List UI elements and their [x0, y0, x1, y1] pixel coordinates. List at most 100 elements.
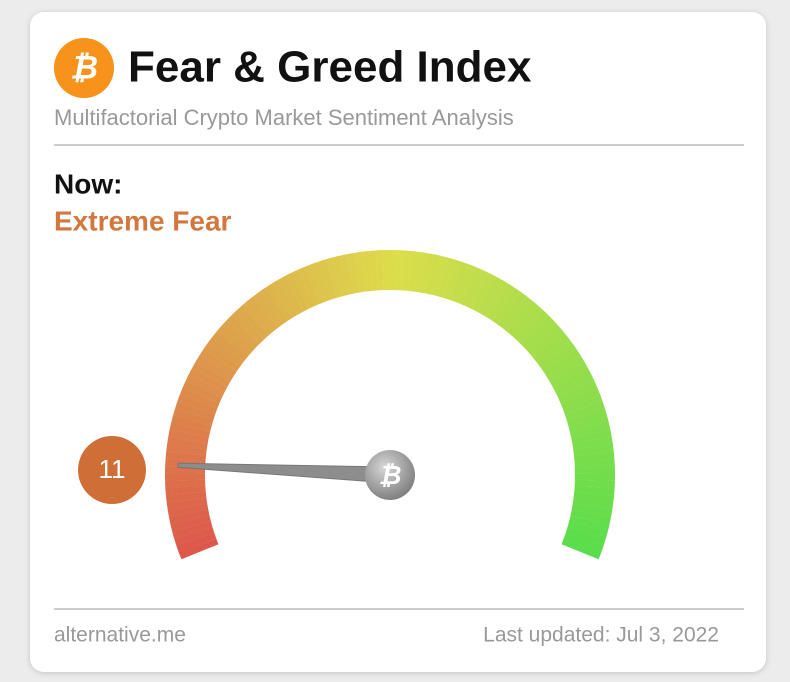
- gauge-arc: [390, 250, 398, 291]
- gauge-arc: [563, 532, 604, 553]
- gauge-arc: [171, 415, 212, 432]
- gauge-arc: [408, 251, 420, 292]
- gauge-arc: [482, 279, 509, 318]
- gauge-arc: [172, 521, 213, 539]
- gauge-arc: [574, 458, 615, 468]
- gauge-arc: [317, 259, 337, 300]
- gauge-arc: [516, 310, 549, 344]
- gauge-arc: [449, 261, 470, 302]
- gauge-arc: [571, 503, 613, 518]
- gauge-arc: [574, 485, 615, 496]
- gauge-arc: [169, 422, 211, 438]
- gauge-arc: [382, 250, 391, 291]
- gauge-arc: [528, 326, 564, 358]
- gauge-arc: [185, 374, 225, 398]
- gauge-arc: [573, 444, 614, 456]
- gauge-arc: [569, 422, 611, 438]
- gauge-arc: [562, 394, 603, 415]
- gauge-arc: [425, 254, 442, 295]
- gauge-arc: [572, 497, 614, 511]
- gauge-arc: [179, 387, 220, 409]
- gauge-arc: [574, 473, 615, 481]
- gauge-arc: [207, 337, 244, 367]
- hub-symbol: ₿: [379, 460, 402, 490]
- gauge-arc: [574, 479, 615, 489]
- gauge-arc: [173, 408, 214, 427]
- gauge-arc: [167, 503, 209, 518]
- gauge-arc: [188, 367, 228, 393]
- bitcoin-icon: [54, 38, 114, 98]
- gauge-arc: [532, 331, 569, 362]
- gauge-arc: [324, 257, 343, 298]
- gauge-arc: [216, 325, 252, 358]
- gauge-arc: [524, 320, 559, 353]
- gauge-arc: [466, 269, 490, 309]
- gauge-arc: [564, 401, 605, 421]
- gauge-arc: [454, 264, 476, 305]
- gauge-arc: [565, 527, 606, 546]
- gauge-arc: [460, 266, 483, 307]
- gauge-arc: [520, 315, 554, 349]
- gauge-arc: [236, 305, 269, 340]
- gauge-arc: [311, 261, 331, 302]
- gauge-arc: [297, 266, 320, 307]
- gauge-arc: [170, 515, 211, 532]
- gauge-arc: [568, 415, 609, 433]
- gauge-arc: [571, 429, 612, 444]
- gauge-arc: [339, 254, 355, 295]
- gauge-arc: [174, 527, 215, 546]
- gauge-arc: [437, 257, 456, 298]
- gauge-arc: [569, 515, 610, 532]
- needle-hub: [365, 450, 415, 500]
- gauge-arc: [566, 408, 608, 427]
- gauge-arc: [555, 374, 595, 398]
- gauge: ₿ 11: [78, 250, 615, 560]
- gauge-arc: [502, 296, 533, 332]
- gauge-arc: [182, 380, 222, 404]
- gauge-arc: [492, 287, 521, 325]
- gauge-arc: [567, 521, 608, 539]
- gauge-arc: [558, 381, 598, 404]
- gauge-arc: [231, 310, 265, 344]
- classification: Extreme Fear: [54, 205, 232, 236]
- gauge-arc: [543, 349, 581, 377]
- gauge-arc: [212, 331, 248, 362]
- gauge-arc: [199, 349, 237, 377]
- gauge-arc: [226, 315, 260, 349]
- gauge-arc: [560, 387, 601, 410]
- gauge-arc: [177, 394, 218, 415]
- gauge-arc: [497, 291, 527, 328]
- gauge-arc: [290, 269, 315, 309]
- gauge-arc: [168, 429, 209, 444]
- gauge-arc: [368, 250, 379, 291]
- gauge-arc: [572, 436, 613, 450]
- gauge-arc: [552, 367, 592, 393]
- gauge-arc: [549, 361, 588, 388]
- gauge-arc: [253, 291, 283, 328]
- gauge-arc: [192, 361, 231, 388]
- gauge-arc: [546, 355, 585, 382]
- gauge-arc: [471, 273, 496, 312]
- gauge-arc: [221, 320, 256, 353]
- gauge-arc: [284, 272, 309, 312]
- gauge-arc: [561, 538, 602, 560]
- gauge-arc: [539, 343, 577, 372]
- gauge-arc: [165, 473, 206, 481]
- gauge-arc: [203, 343, 241, 372]
- gauge-arc: [573, 451, 615, 462]
- gauge-arc: [332, 255, 349, 297]
- gauge-arc: [375, 250, 385, 291]
- gauge-arc: [506, 300, 538, 336]
- gauge-arc: [574, 466, 615, 474]
- gauge-arc: [167, 436, 208, 450]
- gauge-arc: [346, 252, 361, 294]
- gauge-arc: [168, 509, 210, 525]
- gauge-arc: [166, 444, 207, 456]
- gauge-arc: [396, 250, 405, 291]
- gauge-arc: [431, 255, 449, 297]
- gauge-arc: [353, 251, 367, 293]
- gauge-arc: [277, 276, 304, 315]
- gauge-arc: [360, 251, 373, 292]
